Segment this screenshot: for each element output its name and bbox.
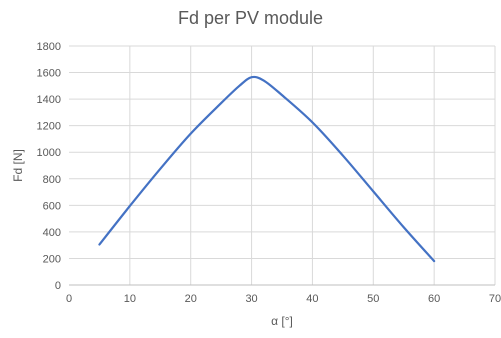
y-tick-label: 200 xyxy=(43,253,61,265)
x-tick-label: 70 xyxy=(489,293,501,305)
y-tick-label: 1800 xyxy=(37,41,61,53)
x-tick-label: 20 xyxy=(185,293,197,305)
x-tick-label: 60 xyxy=(428,293,440,305)
y-tick-label: 800 xyxy=(43,174,61,186)
y-tick-label: 0 xyxy=(55,280,61,292)
x-axis-label: α [°] xyxy=(271,314,293,328)
y-tick-label: 600 xyxy=(43,200,61,212)
y-tick-label: 400 xyxy=(43,227,61,239)
x-tick-label: 10 xyxy=(124,293,136,305)
x-tick-label: 0 xyxy=(66,293,72,305)
x-tick-label: 30 xyxy=(245,293,257,305)
x-tick-label: 40 xyxy=(306,293,318,305)
y-axis-label: Fd [N] xyxy=(11,149,25,182)
series-line xyxy=(98,75,436,263)
y-tick-label: 1600 xyxy=(37,68,61,80)
chart-title: Fd per PV module xyxy=(177,8,324,28)
y-tick-label: 1000 xyxy=(37,147,61,159)
y-tick-label: 1200 xyxy=(37,121,61,133)
x-tick-label: 50 xyxy=(367,293,379,305)
y-tick-label: 1400 xyxy=(37,94,61,106)
